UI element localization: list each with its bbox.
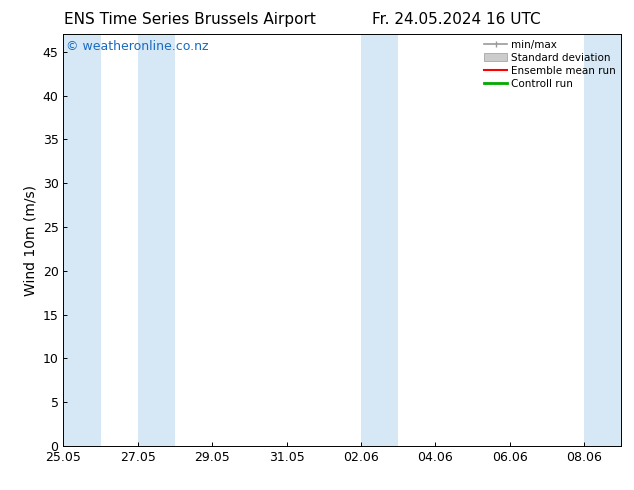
Y-axis label: Wind 10m (m/s): Wind 10m (m/s) xyxy=(23,185,37,295)
Text: Fr. 24.05.2024 16 UTC: Fr. 24.05.2024 16 UTC xyxy=(372,12,541,27)
Bar xyxy=(361,34,398,446)
Bar xyxy=(138,34,175,446)
Bar xyxy=(584,34,621,446)
Legend: min/max, Standard deviation, Ensemble mean run, Controll run: min/max, Standard deviation, Ensemble me… xyxy=(481,36,619,92)
Bar xyxy=(63,34,101,446)
Text: ENS Time Series Brussels Airport: ENS Time Series Brussels Airport xyxy=(64,12,316,27)
Text: © weatheronline.co.nz: © weatheronline.co.nz xyxy=(66,41,209,53)
